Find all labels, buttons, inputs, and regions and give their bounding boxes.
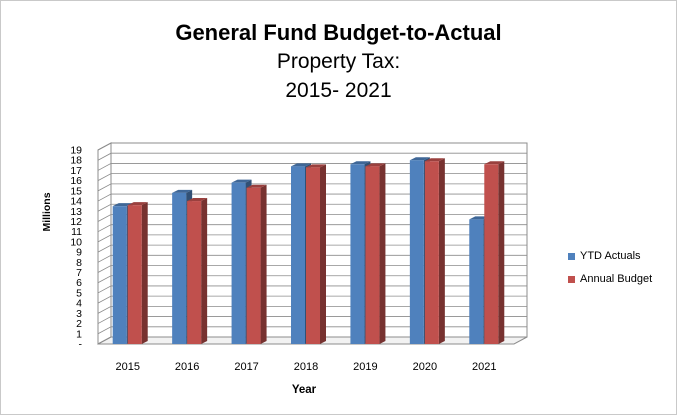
legend-label-ytd-actuals: YTD Actuals — [580, 250, 641, 262]
y-tick-label: 1 — [76, 328, 82, 340]
x-tick-label: 2015 — [115, 361, 139, 373]
x-tick-label: 2019 — [353, 361, 377, 373]
x-tick-label: 2018 — [294, 361, 318, 373]
gridline — [97, 316, 527, 324]
gridline — [97, 142, 527, 151]
gridline — [97, 244, 527, 253]
gridline — [97, 305, 527, 314]
gridline — [97, 275, 527, 284]
bar-2019-annual-budget — [365, 163, 386, 344]
y-tick-label: 10 — [70, 236, 82, 248]
bars-layer — [112, 157, 505, 344]
x-tick-label: 2016 — [175, 361, 199, 373]
y-tick-label: 17 — [70, 165, 82, 177]
legend-item-annual-budget: Annual Budget — [568, 272, 652, 286]
bar-2018-annual-budget — [306, 164, 326, 344]
x-tick-label: 2021 — [472, 361, 496, 373]
gridline — [97, 254, 527, 263]
y-tick-label: 13 — [70, 206, 82, 218]
gridline — [97, 173, 527, 181]
y-tick-label: 18 — [70, 155, 82, 167]
y-tick-label: 11 — [71, 226, 82, 238]
bar-2015-annual-budget — [127, 202, 148, 344]
x-tick-label: 2020 — [413, 361, 437, 373]
y-tick-label: 16 — [70, 175, 82, 187]
y-tick-label: 2 — [76, 318, 82, 330]
gridline — [97, 163, 527, 171]
y-tick-label: 15 — [70, 185, 82, 197]
y-tick-label: - — [79, 339, 83, 351]
gridline — [97, 193, 527, 202]
y-tick-label: 19 — [70, 145, 82, 157]
y-tick-label: 6 — [76, 277, 82, 289]
y-tick-label: 14 — [70, 196, 82, 208]
gridline — [97, 152, 527, 161]
x-axis-label: Year — [292, 384, 317, 396]
gridline — [97, 265, 527, 273]
gridline — [97, 203, 527, 212]
gridline — [97, 183, 527, 192]
gridline — [97, 224, 527, 233]
gridline — [97, 326, 527, 335]
chart-title: General Fund Budget-to-Actual — [175, 20, 502, 45]
title-block: General Fund Budget-to-Actual Property T… — [0, 18, 677, 106]
y-tick-label: 12 — [70, 216, 82, 228]
y-axis-label: Millions — [41, 192, 53, 231]
gridline — [97, 214, 527, 222]
legend-item-ytd-actuals: YTD Actuals — [568, 249, 652, 263]
legend-swatch-annual-budget — [568, 275, 575, 283]
gridline — [97, 285, 527, 294]
chart-subtitle: Property Tax: — [276, 50, 401, 73]
y-tick-label: 3 — [76, 308, 82, 320]
legend-label-annual-budget: Annual Budget — [580, 273, 653, 285]
y-tick-label: 8 — [76, 257, 82, 269]
labels-layer: -12345678910111213141516171819MillionsYe… — [41, 145, 497, 397]
gridline — [97, 234, 527, 243]
gridline — [97, 336, 527, 345]
bar-2020-annual-budget — [424, 158, 445, 344]
legend-swatch-ytd-actuals — [568, 252, 575, 260]
gridline — [97, 295, 527, 304]
bar-2021-annual-budget — [484, 161, 505, 344]
bar-2016-annual-budget — [187, 198, 208, 344]
y-tick-label: 9 — [76, 247, 82, 259]
x-tick-label: 2017 — [234, 361, 258, 373]
y-tick-label: 5 — [76, 287, 82, 299]
y-tick-label: 4 — [76, 298, 82, 310]
bar-2017-annual-budget — [246, 184, 267, 344]
side-wall — [97, 142, 112, 345]
legend: YTD Actuals Annual Budget — [568, 249, 652, 295]
y-tick-label: 7 — [76, 267, 82, 279]
chart-subtitle-years: 2015- 2021 — [285, 79, 392, 102]
